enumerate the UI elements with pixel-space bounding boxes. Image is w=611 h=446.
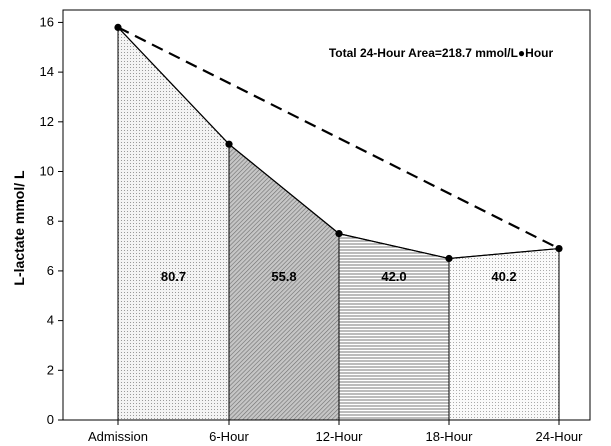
- x-tick-label: 24-Hour: [536, 429, 584, 444]
- y-tick-label: 12: [40, 114, 54, 129]
- y-tick-label: 10: [40, 164, 54, 179]
- x-tick-label: 18-Hour: [426, 429, 474, 444]
- plot-area: 80.7 55.8 42.0 40.2 0 2 4 6 8 10 12 14 16 Admission 6-…: [40, 9, 591, 444]
- data-point-1: [114, 23, 122, 31]
- dashed-trend-line: [117, 26, 560, 250]
- x-tick-label: 12-Hour: [316, 429, 364, 444]
- y-tick-label: 2: [47, 362, 54, 377]
- y-tick-label: 6: [47, 263, 54, 278]
- y-tick-label: 8: [47, 213, 54, 228]
- data-point-5: [555, 244, 563, 253]
- y-tick-label: 16: [40, 14, 54, 29]
- plot-frame: [62, 9, 591, 421]
- segment-area-label-4: 40.2: [491, 269, 516, 284]
- y-tick-label: 14: [40, 64, 54, 79]
- total-area-annotation: Total 24-Hour Area=218.7 mmol/L●Hour: [329, 46, 554, 60]
- x-tick-label: Admission: [88, 429, 148, 444]
- x-tick-label: 6-Hour: [209, 429, 249, 444]
- y-tick-label: 4: [47, 313, 54, 328]
- segment-area-label-3: 42.0: [381, 269, 406, 284]
- data-point-2: [225, 140, 233, 148]
- segment-area-label-2: 55.8: [271, 269, 296, 284]
- area-segment-3: [338, 233, 450, 421]
- y-axis-title: L-lactate mmol/ L: [11, 170, 27, 286]
- data-point-3: [335, 230, 343, 238]
- data-point-4: [445, 254, 453, 263]
- y-tick-label: 0: [47, 412, 54, 427]
- segment-area-label-1: 80.7: [161, 269, 186, 284]
